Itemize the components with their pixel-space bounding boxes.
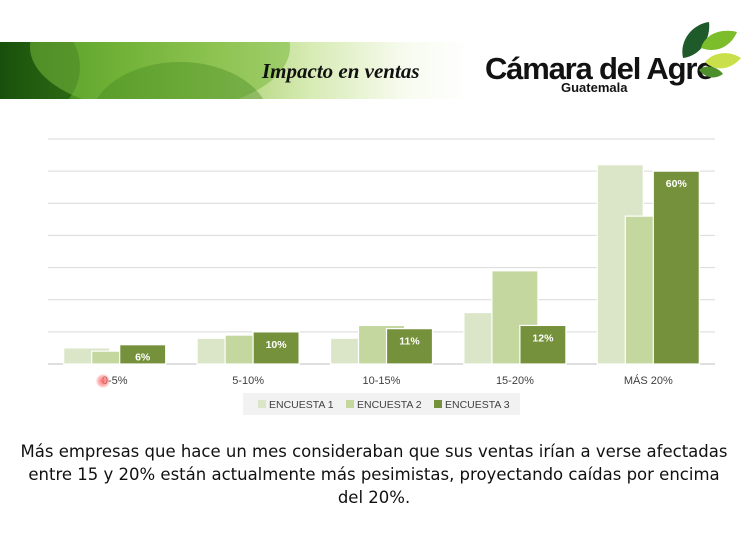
data-label: 60% <box>666 178 688 190</box>
bar-encuesta-3 <box>519 324 567 365</box>
bar-encuesta-3 <box>252 331 300 365</box>
logo-subtitle: Guatemala <box>561 80 628 95</box>
bar-encuesta-3 <box>652 170 700 365</box>
x-axis: 0-5% 5-10% 10-15% 15-20% MÁS 20% <box>102 374 673 387</box>
x-tick-label: MÁS 20% <box>624 374 673 387</box>
banner-leaf-shape <box>30 42 290 99</box>
cursor-highlight <box>96 374 110 388</box>
data-label: 10% <box>266 339 288 351</box>
bar-encuesta-3 <box>119 344 167 365</box>
legend-label: ENCUESTA 1 <box>269 399 334 411</box>
legend-label: ENCUESTA 3 <box>445 399 510 411</box>
caption-text: Más empresas que hace un mes consideraba… <box>20 442 728 507</box>
data-labels: 6% 10% 11% 12% 60% <box>135 178 687 364</box>
header-banner <box>0 42 470 99</box>
bars <box>63 164 700 365</box>
legend-swatch <box>346 400 354 408</box>
data-label: 6% <box>135 352 151 364</box>
page-title: Impacto en ventas <box>262 59 420 83</box>
bar-encuesta-3 <box>385 328 434 365</box>
logo-leaves-icon <box>682 22 741 78</box>
data-label: 11% <box>399 336 420 348</box>
legend-label: ENCUESTA 2 <box>357 399 422 411</box>
legend-background <box>243 393 520 415</box>
x-tick-label: 5-10% <box>232 375 264 387</box>
legend: ENCUESTA 1 ENCUESTA 2 ENCUESTA 3 <box>243 393 520 415</box>
logo-wordmark: Cámara del Agro <box>485 51 715 86</box>
legend-swatch <box>258 400 266 408</box>
legend-swatch <box>434 400 442 408</box>
data-label: 12% <box>532 332 554 344</box>
x-tick-label: 15-20% <box>496 375 534 387</box>
x-tick-label: 10-15% <box>363 375 401 387</box>
